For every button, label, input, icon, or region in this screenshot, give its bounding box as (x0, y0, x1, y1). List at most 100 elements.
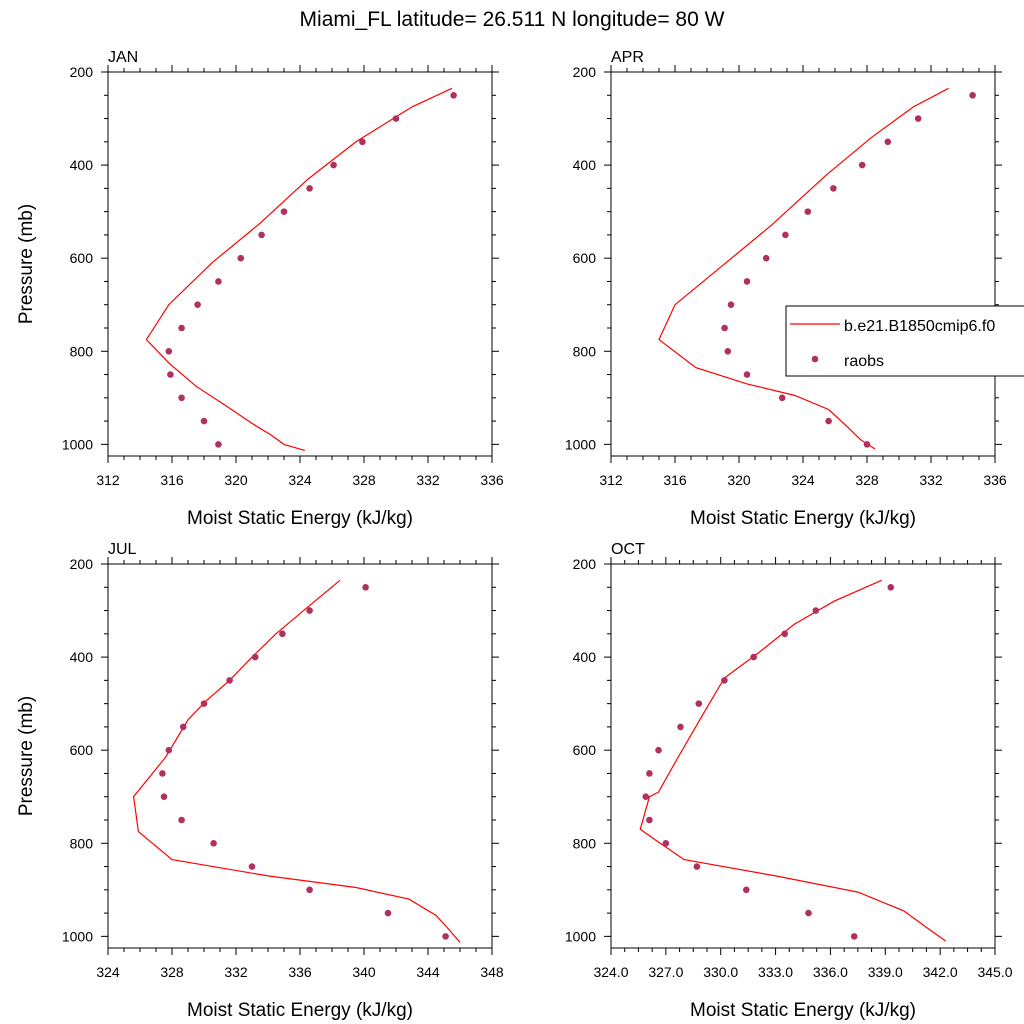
legend-box (785, 305, 1024, 377)
raobs-point (237, 254, 245, 262)
raobs-point (969, 91, 976, 99)
raobs-point (825, 417, 832, 425)
y-tick-label: 800 (573, 343, 597, 359)
x-tick-label: 327.0 (648, 964, 683, 980)
model-series-line (132, 579, 461, 943)
y-axis-label: Pressure (mb) (16, 696, 37, 816)
raobs-point (160, 793, 168, 801)
x-tick-label: 324 (288, 472, 312, 488)
y-tick-label: 800 (573, 835, 597, 851)
raobs-point (306, 185, 313, 192)
x-tick-label: 324 (791, 472, 815, 488)
model-series-line (639, 579, 946, 942)
plot-frame (107, 563, 493, 949)
raobs-point (727, 301, 735, 309)
raobs-point (359, 138, 366, 146)
raobs-point (914, 115, 922, 122)
y-tick-label: 800 (70, 835, 94, 851)
raobs-point (642, 793, 650, 801)
raobs-point (200, 417, 208, 425)
panel-label: JAN (108, 49, 138, 66)
x-tick-label: 332 (416, 472, 440, 488)
figure-title: Miami_FL latitude= 26.511 N longitude= 8… (300, 8, 725, 31)
raobs-point (280, 208, 288, 215)
y-tick-label: 1000 (62, 928, 93, 944)
y-tick-label: 600 (70, 742, 94, 758)
y-tick-label: 200 (70, 556, 94, 572)
y-tick-label: 800 (70, 343, 94, 359)
legend: b.e21.B1850cmip6.f0 raobs (785, 305, 1024, 377)
raobs-point (167, 371, 174, 378)
y-tick-label: 400 (573, 649, 597, 665)
x-tick-label: 345.0 (977, 964, 1012, 980)
model-series-line (658, 87, 949, 450)
raobs-point (215, 278, 222, 285)
raobs-point (858, 161, 866, 169)
raobs-point (384, 909, 392, 917)
x-tick-label: 344 (416, 964, 440, 980)
x-axis-label: Moist Static Energy (kJ/kg) (690, 508, 916, 529)
raobs-point (178, 394, 185, 402)
plot-frame (107, 71, 493, 457)
x-tick-label: 324 (96, 964, 120, 980)
raobs-point (782, 231, 789, 239)
x-tick-label: 342.0 (923, 964, 958, 980)
raobs-point (442, 933, 449, 940)
x-tick-label: 312 (96, 472, 120, 488)
raobs-point (721, 677, 728, 684)
raobs-point (655, 746, 662, 754)
raobs-point (743, 886, 750, 894)
x-tick-label: 336 (480, 472, 504, 488)
x-tick-label: 336 (983, 472, 1007, 488)
x-tick-label: 328 (160, 964, 184, 980)
legend-raobs-label: raobs (844, 353, 884, 370)
panel-apr: APR 312 316 320 324 328 332 336 200 400 600 800 1000… (565, 49, 1007, 529)
x-tick-label: 333.0 (758, 964, 793, 980)
raobs-point (677, 723, 684, 731)
x-tick-label: 316 (663, 472, 687, 488)
raobs-point (805, 909, 812, 917)
raobs-point (830, 185, 837, 192)
raobs-point (251, 653, 259, 661)
panel-label: JUL (108, 541, 137, 558)
x-tick-label: 316 (160, 472, 184, 488)
panel-label: APR (611, 49, 644, 66)
raobs-point (850, 933, 858, 940)
raobs-point (812, 607, 820, 614)
raobs-point (178, 324, 185, 332)
model-series-line (145, 87, 453, 451)
x-axis-label: Moist Static Energy (kJ/kg) (187, 508, 413, 529)
raobs-point (762, 254, 770, 262)
raobs-point (750, 653, 757, 661)
y-tick-label: 600 (573, 742, 597, 758)
raobs-point (279, 630, 286, 638)
y-tick-label: 400 (70, 157, 94, 173)
raobs-point (743, 278, 751, 285)
x-tick-label: 332 (919, 472, 943, 488)
raobs-point (724, 347, 732, 355)
raobs-point (165, 347, 173, 355)
raobs-point (778, 394, 786, 402)
x-tick-label: 348 (480, 964, 504, 980)
y-tick-label: 200 (573, 64, 597, 80)
raobs-point (693, 863, 701, 870)
y-tick-label: 200 (573, 556, 597, 572)
x-tick-label: 328 (855, 472, 879, 488)
x-tick-label: 312 (599, 472, 623, 488)
raobs-point (362, 583, 369, 591)
raobs-point (392, 115, 400, 122)
x-tick-label: 320 (224, 472, 248, 488)
raobs-point (215, 441, 222, 448)
raobs-point (887, 583, 895, 591)
raobs-point (330, 161, 337, 169)
raobs-point (226, 677, 233, 684)
y-tick-label: 600 (573, 250, 597, 266)
raobs-point (646, 770, 653, 777)
x-tick-label: 332 (224, 964, 248, 980)
raobs-point (450, 91, 457, 99)
raobs-point (695, 700, 703, 707)
raobs-point (194, 301, 201, 309)
y-tick-label: 400 (70, 649, 94, 665)
y-tick-label: 1000 (565, 928, 596, 944)
raobs-point (646, 816, 653, 824)
